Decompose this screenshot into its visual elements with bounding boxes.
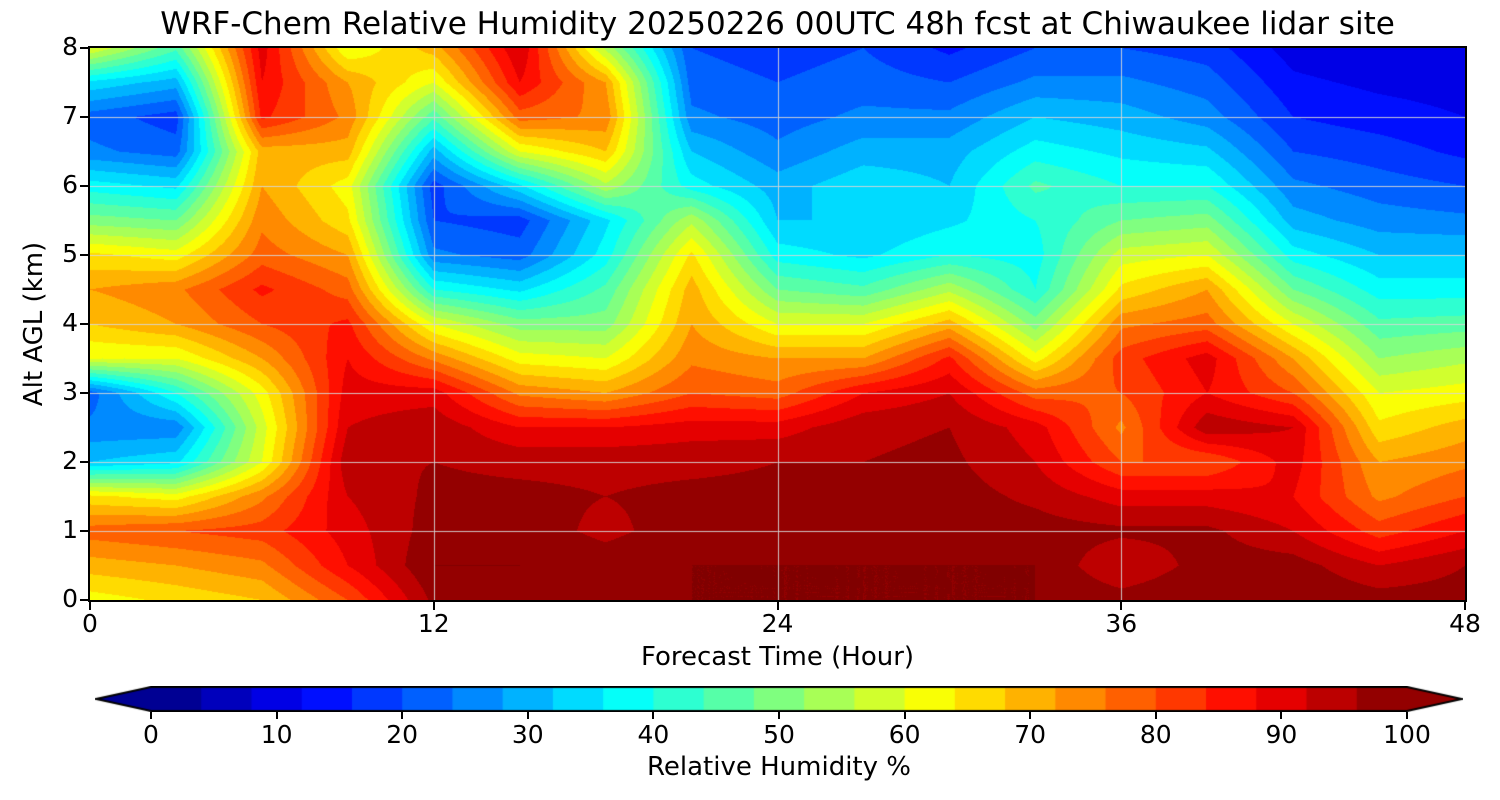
x-tick-label: 48 bbox=[1449, 609, 1481, 638]
colorbar bbox=[95, 686, 1463, 712]
colorbar-tick-label: 70 bbox=[1014, 720, 1047, 749]
colorbar-canvas bbox=[95, 686, 1463, 712]
colorbar-tick-label: 100 bbox=[1383, 720, 1431, 749]
y-tick-label: 5 bbox=[62, 239, 78, 268]
heatmap-canvas bbox=[90, 48, 1465, 600]
colorbar-tick-label: 90 bbox=[1265, 720, 1298, 749]
y-tick-label: 7 bbox=[62, 101, 78, 130]
colorbar-tick bbox=[1406, 712, 1408, 719]
y-tick bbox=[80, 599, 88, 601]
y-tick bbox=[80, 323, 88, 325]
colorbar-tick bbox=[526, 712, 529, 719]
y-tick-label: 1 bbox=[62, 515, 78, 544]
colorbar-tick-label: 10 bbox=[260, 720, 293, 749]
colorbar-tick-label: 30 bbox=[511, 720, 544, 749]
colorbar-tick bbox=[1280, 712, 1283, 719]
y-tick bbox=[80, 392, 88, 394]
colorbar-tick bbox=[401, 712, 404, 719]
colorbar-label: Relative Humidity % bbox=[647, 752, 911, 782]
colorbar-tick bbox=[150, 712, 152, 719]
y-tick bbox=[80, 530, 88, 532]
x-tick bbox=[776, 602, 779, 610]
colorbar-tick-label: 40 bbox=[637, 720, 670, 749]
y-tick-label: 8 bbox=[62, 32, 78, 61]
colorbar-tick-label: 20 bbox=[386, 720, 419, 749]
x-tick bbox=[432, 602, 435, 610]
x-tick bbox=[1120, 602, 1123, 610]
heatmap-plot bbox=[88, 46, 1467, 602]
y-tick-label: 2 bbox=[62, 446, 78, 475]
colorbar-tick-label: 0 bbox=[143, 720, 159, 749]
y-tick-label: 0 bbox=[62, 584, 78, 613]
y-tick-label: 4 bbox=[62, 308, 78, 337]
colorbar-tick bbox=[778, 712, 780, 719]
colorbar-tick-label: 80 bbox=[1139, 720, 1172, 749]
colorbar-tick-label: 50 bbox=[763, 720, 795, 749]
colorbar-tick bbox=[275, 712, 278, 719]
y-tick bbox=[80, 461, 88, 463]
y-tick-label: 3 bbox=[62, 377, 78, 406]
y-tick bbox=[80, 47, 88, 49]
x-tick-label: 0 bbox=[82, 609, 98, 638]
y-tick bbox=[80, 185, 88, 187]
x-tick-label: 36 bbox=[1105, 609, 1138, 638]
colorbar-tick bbox=[1029, 712, 1032, 719]
colorbar-tick bbox=[903, 712, 906, 719]
y-tick bbox=[80, 116, 88, 118]
colorbar-tick bbox=[652, 712, 655, 719]
y-tick bbox=[80, 254, 88, 256]
x-tick-label: 24 bbox=[761, 609, 794, 638]
x-tick bbox=[89, 602, 91, 610]
x-tick-label: 12 bbox=[417, 609, 450, 638]
colorbar-tick-label: 60 bbox=[888, 720, 921, 749]
x-tick bbox=[1464, 602, 1466, 610]
chart-title: WRF-Chem Relative Humidity 20250226 00UT… bbox=[160, 6, 1395, 42]
y-tick-label: 6 bbox=[62, 170, 78, 199]
x-axis-label: Forecast Time (Hour) bbox=[640, 642, 915, 672]
colorbar-tick bbox=[1154, 712, 1157, 719]
